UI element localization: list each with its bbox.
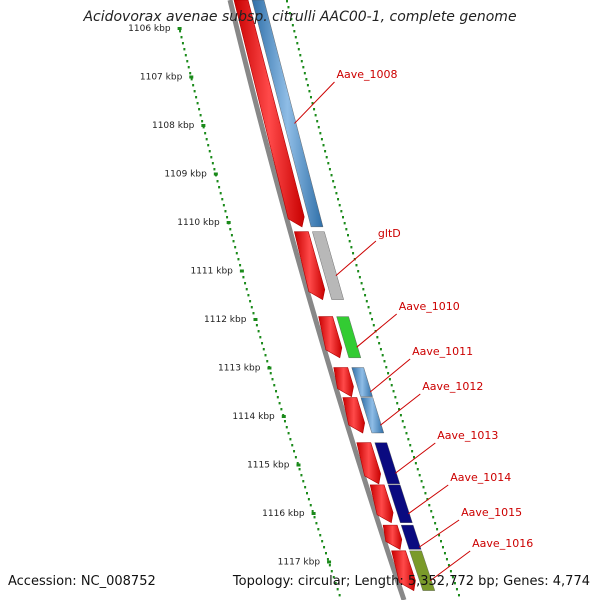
cds-arrow[interactable] [318,316,343,359]
gene-label[interactable]: Aave_1013 [437,429,498,442]
scale-tick-mark [213,172,218,176]
scale-tick-label: 1113 kbp [218,364,261,374]
scale-tick-mark [296,463,301,467]
gene-label[interactable]: Aave_1015 [461,506,522,519]
gene-label[interactable]: Aave_1012 [422,380,483,393]
cog-bar[interactable] [360,397,385,434]
gene-label[interactable]: Aave_1010 [399,300,460,313]
cog-bar[interactable] [409,550,436,591]
label-leader-line [335,240,377,277]
gene-label[interactable]: gltD [378,227,401,240]
gene-label[interactable]: Aave_1008 [336,68,397,81]
scale-tick-label: 1110 kbp [177,218,220,228]
cds-arrow[interactable] [391,550,416,592]
label-leader-line [369,358,411,393]
cds-arrow[interactable] [342,397,365,434]
scale-tick-mark [253,318,258,321]
scale-tick-mark [281,415,286,418]
gene-tracks [233,0,436,592]
backbone-line [227,0,407,600]
genome-backbone [227,0,407,600]
cds-arrow[interactable] [356,442,381,485]
gene-label[interactable]: Aave_1016 [472,537,533,550]
scale-tick-label: 1111 kbp [190,267,233,277]
scale-tick-mark [201,124,206,127]
label-leader-line [407,484,449,515]
cds-arrow[interactable] [233,0,305,228]
scale-tick-label: 1108 kbp [152,121,195,131]
scale-tick-label: 1112 kbp [204,315,247,325]
cds-arrow[interactable] [369,484,394,524]
gene-label[interactable]: Aave_1011 [412,345,473,358]
label-leader-line [294,81,335,124]
scale-tick-label: 1109 kbp [164,170,207,180]
gene-labels: Aave_1008 gltD Aave_1010 Aave_1011 Aave_1012… [294,68,533,582]
cog-bar[interactable] [400,524,422,550]
cog-bar[interactable] [336,316,362,358]
scale-tick-label: 1116 kbp [262,509,305,519]
cds-arrow[interactable] [382,524,403,550]
scale-tick-label: 1106 kbp [128,24,171,34]
scale-tick-mark [327,560,332,564]
genome-title: Acidovorax avenae subsp. citrulli AAC00-… [83,9,517,25]
scale-tick-label: 1115 kbp [247,461,290,471]
scale-tick-mark [189,75,194,79]
cog-bar[interactable] [251,0,324,228]
label-leader-line [429,550,471,582]
label-leader-line [379,393,421,426]
label-leader-line [356,313,398,348]
accession-text: Accession: NC_008752 [8,574,156,589]
cog-bar[interactable] [374,442,401,485]
scale-tick-label: 1114 kbp [232,412,275,422]
label-leader-line [418,519,460,548]
cog-bar[interactable] [387,484,413,523]
scale-tick-mark [311,512,316,515]
scale-tick-label: 1107 kbp [140,73,183,83]
scale-tick-mark [239,269,244,273]
gene-label[interactable]: Aave_1014 [450,471,511,484]
scale-tick-mark [177,27,182,30]
scale-tick-mark [226,221,231,224]
scale-tick-label: 1117 kbp [278,558,321,568]
cog-bar[interactable] [312,231,344,300]
genome-summary-text: Topology: circular; Length: 5,352,772 bp… [232,574,590,589]
scale-ticks: 1106 kbp 1107 kbp 1108 kbp 1109 kbp 1110 kbp… [128,0,460,597]
label-leader-line [394,442,436,474]
scale-tick-mark [267,366,272,370]
cog-bar[interactable] [351,367,373,397]
cds-arrow[interactable] [333,367,354,398]
cds-arrow[interactable] [293,231,326,301]
